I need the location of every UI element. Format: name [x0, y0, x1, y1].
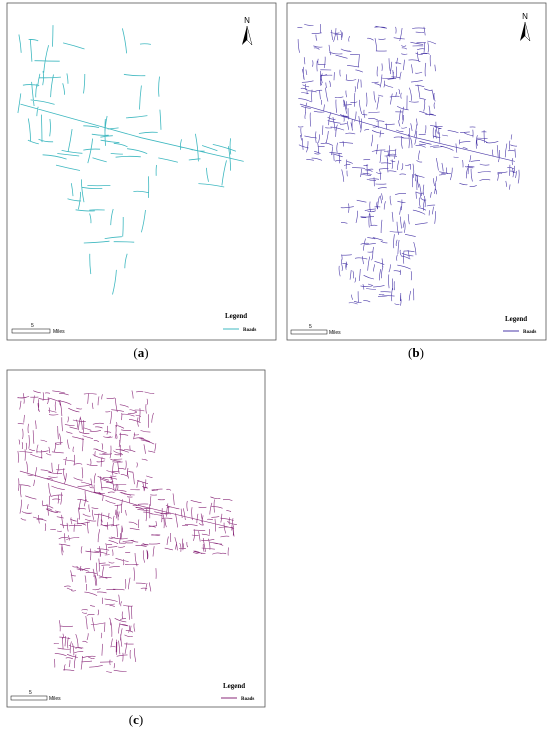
- roads: [17, 390, 237, 673]
- scale-bar: [10, 695, 48, 701]
- legend-item: Roads: [243, 328, 256, 333]
- map-panel: N Legend Roads 5 Miles: [286, 2, 547, 341]
- north-arrow: [242, 26, 247, 45]
- panel-caption: (c): [129, 712, 143, 727]
- legend-item: Roads: [523, 330, 536, 335]
- panel-frame: [6, 2, 277, 341]
- north-arrow: [520, 22, 525, 41]
- panel-caption: (b): [408, 345, 424, 360]
- map-panel: Legend Roads 5 Miles: [6, 369, 266, 708]
- north-label: N: [244, 16, 250, 25]
- scale-bar: [290, 329, 328, 335]
- scale-unit: Miles: [329, 330, 341, 336]
- roads: [297, 23, 520, 306]
- legend-title: Legend: [223, 682, 245, 690]
- scale-unit: Miles: [49, 696, 61, 702]
- scale-bar: [11, 328, 51, 334]
- legend-title: Legend: [505, 315, 527, 323]
- roads: [17, 25, 244, 295]
- legend-title: Legend: [225, 312, 247, 320]
- panel-frame: [286, 2, 547, 341]
- scale-value: 5: [29, 690, 32, 696]
- scale-unit: Miles: [53, 329, 65, 335]
- scale-value: 5: [309, 324, 312, 330]
- road-network: [17, 390, 237, 673]
- road-network: [297, 23, 520, 306]
- panel-frame: [6, 369, 266, 708]
- legend-item: Roads: [241, 697, 254, 702]
- north-arrow: [524, 21, 531, 42]
- scale-value: 5: [31, 323, 34, 329]
- road-network: [17, 25, 244, 295]
- north-arrow: [246, 25, 253, 46]
- map-panel: N Legend Roads 5 Miles: [6, 2, 277, 341]
- panel-caption: (a): [133, 345, 148, 360]
- north-label: N: [522, 12, 528, 21]
